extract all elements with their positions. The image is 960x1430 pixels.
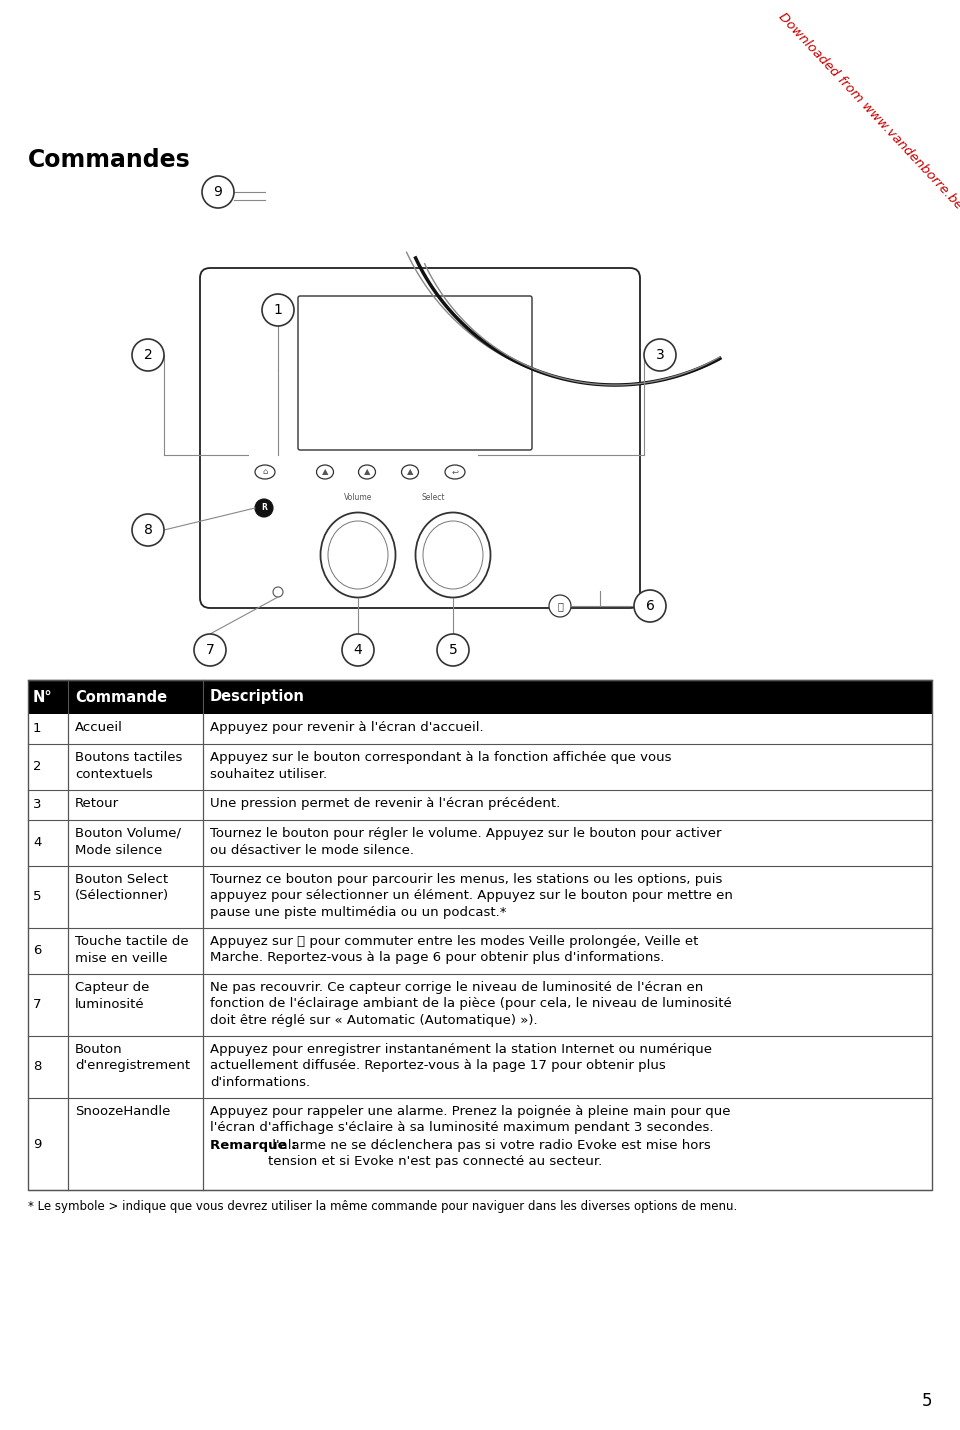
Text: 2: 2 — [144, 347, 153, 362]
Circle shape — [202, 176, 234, 207]
Bar — [28, 681, 932, 714]
FancyBboxPatch shape — [200, 267, 640, 608]
Circle shape — [634, 591, 666, 622]
Ellipse shape — [358, 465, 375, 479]
Text: Select: Select — [421, 493, 444, 502]
Circle shape — [273, 586, 283, 596]
Circle shape — [437, 633, 469, 666]
Text: 1: 1 — [274, 303, 282, 317]
Ellipse shape — [423, 521, 483, 589]
Text: R: R — [261, 503, 267, 512]
Text: 1: 1 — [33, 722, 41, 735]
Text: Appuyez pour revenir à l'écran d'accueil.: Appuyez pour revenir à l'écran d'accueil… — [210, 721, 484, 734]
Ellipse shape — [321, 512, 396, 598]
Text: 7: 7 — [33, 998, 41, 1011]
Text: Capteur de
luminosité: Capteur de luminosité — [75, 981, 150, 1011]
Text: Boutons tactiles
contextuels: Boutons tactiles contextuels — [75, 751, 182, 781]
Bar — [28, 819, 932, 867]
Bar — [28, 744, 932, 789]
Text: 2: 2 — [33, 761, 41, 774]
Text: Commande: Commande — [75, 689, 167, 705]
Circle shape — [262, 295, 294, 326]
Text: Appuyez sur le bouton correspondant à la fonction affichée que vous
souhaitez ut: Appuyez sur le bouton correspondant à la… — [210, 751, 671, 781]
Text: N°: N° — [33, 689, 53, 705]
Ellipse shape — [401, 465, 419, 479]
Text: ▲: ▲ — [407, 468, 413, 476]
Circle shape — [132, 339, 164, 370]
FancyBboxPatch shape — [298, 296, 532, 450]
Text: 9: 9 — [33, 1137, 41, 1151]
Text: Appuyez pour enregistrer instantanément la station Internet ou numérique
actuell: Appuyez pour enregistrer instantanément … — [210, 1042, 712, 1090]
Text: Bouton Select
(Sélectionner): Bouton Select (Sélectionner) — [75, 872, 169, 902]
Circle shape — [255, 499, 273, 518]
Text: Retour: Retour — [75, 797, 119, 809]
Text: Une pression permet de revenir à l'écran précédent.: Une pression permet de revenir à l'écran… — [210, 797, 561, 809]
Circle shape — [132, 513, 164, 546]
Text: ↩: ↩ — [451, 468, 459, 476]
Text: * Le symbole > indique que vous devrez utiliser la même commande pour naviguer d: * Le symbole > indique que vous devrez u… — [28, 1200, 737, 1213]
Text: 8: 8 — [144, 523, 153, 538]
Bar — [28, 681, 932, 1190]
Bar — [28, 928, 932, 974]
Circle shape — [194, 633, 226, 666]
Text: 5: 5 — [33, 891, 41, 904]
Text: Description: Description — [210, 689, 305, 705]
Ellipse shape — [317, 465, 333, 479]
Bar — [28, 789, 932, 819]
Text: Bouton
d'enregistrement: Bouton d'enregistrement — [75, 1042, 190, 1072]
Text: Appuyez pour rappeler une alarme. Prenez la poignée à pleine main pour que
l'écr: Appuyez pour rappeler une alarme. Prenez… — [210, 1105, 731, 1134]
Circle shape — [549, 595, 571, 616]
Bar — [28, 1035, 932, 1098]
Circle shape — [342, 633, 374, 666]
Ellipse shape — [445, 465, 465, 479]
Circle shape — [644, 339, 676, 370]
Text: SnoozeHandle: SnoozeHandle — [75, 1105, 170, 1118]
Ellipse shape — [416, 512, 491, 598]
Text: 8: 8 — [33, 1061, 41, 1074]
Text: 4: 4 — [353, 644, 362, 656]
Ellipse shape — [328, 521, 388, 589]
Text: 3: 3 — [33, 798, 41, 811]
Text: l'alarme ne se déclenchera pas si votre radio Evoke est mise hors
tension et si : l'alarme ne se déclenchera pas si votre … — [268, 1140, 710, 1168]
Bar — [28, 714, 932, 744]
Text: Volume: Volume — [344, 493, 372, 502]
Text: 5: 5 — [448, 644, 457, 656]
Text: 6: 6 — [645, 599, 655, 613]
Text: ▲: ▲ — [364, 468, 371, 476]
Text: 9: 9 — [213, 184, 223, 199]
Text: 4: 4 — [33, 837, 41, 849]
Text: ▲: ▲ — [322, 468, 328, 476]
Text: 5: 5 — [922, 1391, 932, 1410]
Text: Commandes: Commandes — [28, 147, 191, 172]
Ellipse shape — [255, 465, 275, 479]
Text: Touche tactile de
mise en veille: Touche tactile de mise en veille — [75, 935, 188, 964]
Text: Bouton Volume/
Mode silence: Bouton Volume/ Mode silence — [75, 827, 181, 857]
Text: ⌂: ⌂ — [262, 468, 268, 476]
Text: Ne pas recouvrir. Ce capteur corrige le niveau de luminosité de l'écran en
fonct: Ne pas recouvrir. Ce capteur corrige le … — [210, 981, 732, 1027]
Text: Downloaded from www.vandenborre.be: Downloaded from www.vandenborre.be — [776, 10, 960, 212]
Text: 7: 7 — [205, 644, 214, 656]
Text: Tournez ce bouton pour parcourir les menus, les stations ou les options, puis
ap: Tournez ce bouton pour parcourir les men… — [210, 872, 732, 919]
Text: Accueil: Accueil — [75, 721, 123, 734]
Text: Remarque :: Remarque : — [210, 1140, 297, 1153]
Bar — [28, 974, 932, 1035]
Text: 6: 6 — [33, 944, 41, 958]
Text: Tournez le bouton pour régler le volume. Appuyez sur le bouton pour activer
ou d: Tournez le bouton pour régler le volume.… — [210, 827, 722, 857]
Text: ⏻: ⏻ — [557, 601, 563, 611]
Text: Appuyez sur ⏻ pour commuter entre les modes Veille prolongée, Veille et
Marche. : Appuyez sur ⏻ pour commuter entre les mo… — [210, 935, 698, 964]
Bar — [28, 867, 932, 928]
Text: 3: 3 — [656, 347, 664, 362]
Bar — [28, 1098, 932, 1190]
